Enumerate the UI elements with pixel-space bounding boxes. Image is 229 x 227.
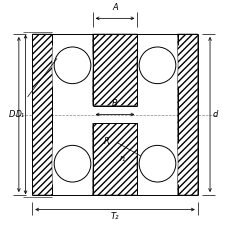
Text: D₁: D₁: [16, 110, 24, 119]
Text: B: B: [112, 99, 117, 108]
Text: r₁: r₁: [84, 154, 90, 163]
Text: T₂: T₂: [110, 212, 119, 221]
Text: d: d: [212, 110, 217, 119]
Polygon shape: [92, 34, 137, 106]
Text: r₁: r₁: [119, 154, 125, 163]
Circle shape: [54, 47, 90, 84]
Circle shape: [139, 47, 175, 84]
Circle shape: [54, 145, 90, 182]
Polygon shape: [177, 34, 197, 195]
Text: R: R: [104, 137, 110, 146]
Text: A: A: [112, 3, 117, 12]
Circle shape: [139, 145, 175, 182]
Polygon shape: [32, 34, 52, 195]
Polygon shape: [92, 123, 137, 195]
Text: D: D: [9, 110, 15, 119]
